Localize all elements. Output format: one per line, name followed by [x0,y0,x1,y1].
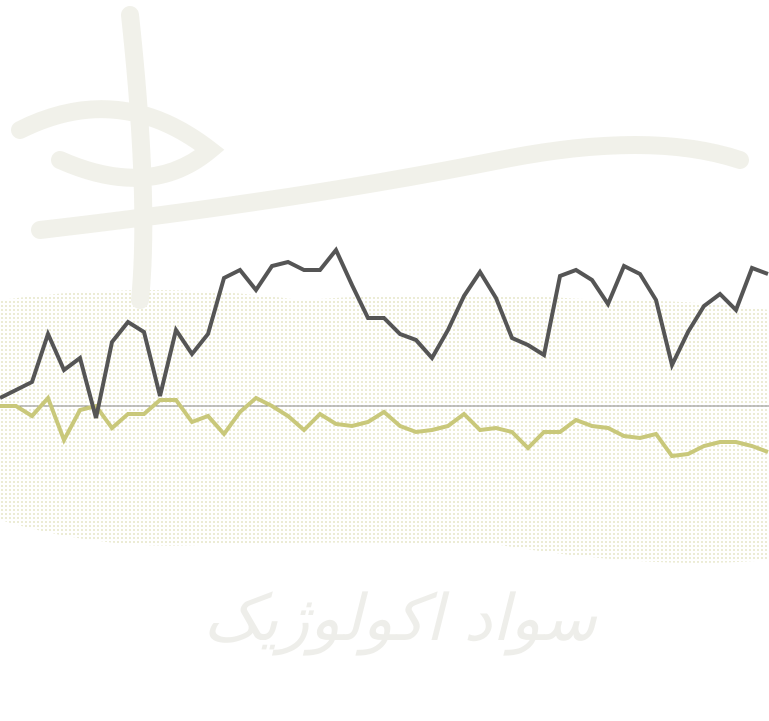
series-line [0,246,769,419]
background-decoration [0,6,769,563]
watermark: سواد اکولوژیک [203,582,598,656]
series-line [0,394,769,459]
